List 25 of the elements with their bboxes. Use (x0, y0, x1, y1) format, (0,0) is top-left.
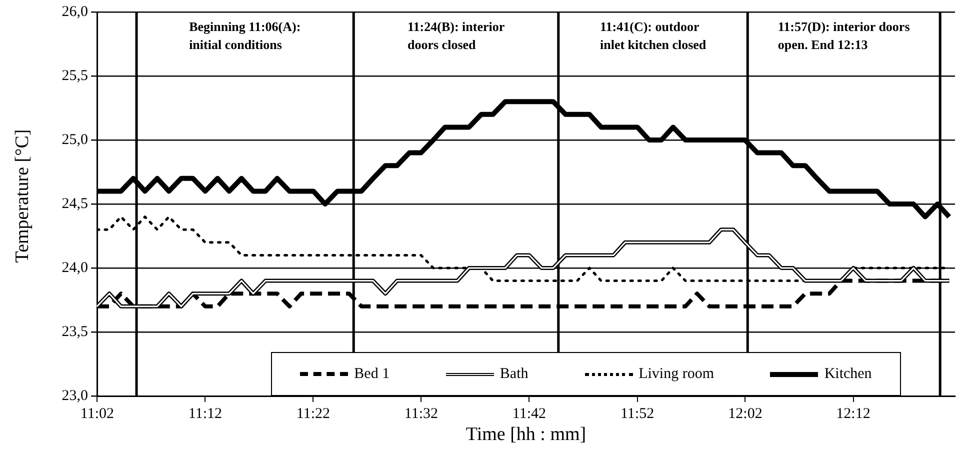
x-tick-label: 11:22 (296, 406, 330, 422)
y-tick-label: 25,5 (62, 68, 88, 84)
y-axis-title: Temperature [°C] (12, 128, 34, 265)
y-tick-label: 25,0 (62, 132, 88, 148)
legend-label: Living room (638, 366, 714, 382)
x-axis-title: Time [hh : mm] (464, 424, 588, 446)
x-tick-label: 11:32 (404, 406, 438, 422)
x-tick-label: 11:02 (80, 406, 114, 422)
legend-label: Kitchen (824, 366, 872, 382)
legend-label: Bath (500, 366, 528, 382)
x-tick-label: 12:02 (728, 406, 762, 422)
x-tick-label: 11:12 (188, 406, 222, 422)
x-tick-label: 11:42 (512, 406, 546, 422)
annotation: 11:24(B): interior doors closed (408, 18, 505, 54)
x-tick-label: 11:52 (620, 406, 654, 422)
x-tick-label: 12:12 (836, 406, 870, 422)
y-tick-label: 24,0 (62, 260, 88, 276)
y-tick-label: 23,5 (62, 324, 88, 340)
y-tick-label: 23,0 (62, 388, 88, 404)
annotation: 11:41(C): outdoor inlet kitchen closed (600, 18, 706, 54)
annotation: 11:57(D): interior doors open. End 12:13 (778, 18, 910, 54)
annotation: Beginning 11:06(A): initial conditions (189, 18, 301, 54)
legend-label: Bed 1 (354, 366, 390, 382)
y-tick-label: 24,5 (62, 196, 88, 212)
y-tick-label: 26,0 (62, 4, 88, 20)
